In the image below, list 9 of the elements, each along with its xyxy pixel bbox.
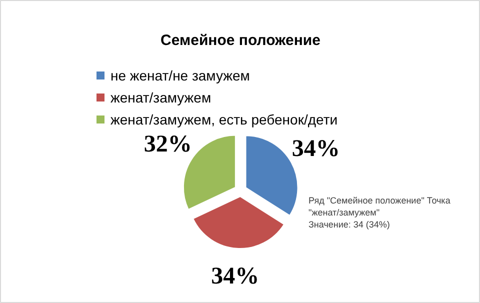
data-label: 32% (144, 131, 192, 158)
legend-label: женат/замужем, есть ребенок/дети (110, 112, 338, 128)
text: Ряд "Семейное положение" Точка "женат/замужем" (308, 196, 450, 218)
data-label: 34% (292, 136, 340, 162)
legend-label: женат/замужем (110, 90, 212, 106)
chart-title: Семейное положение (160, 32, 320, 49)
data-label: 34% (211, 263, 260, 290)
text: Значение: 34 (34%) (308, 220, 390, 230)
legend-label: не женат/не замужем (110, 68, 250, 84)
